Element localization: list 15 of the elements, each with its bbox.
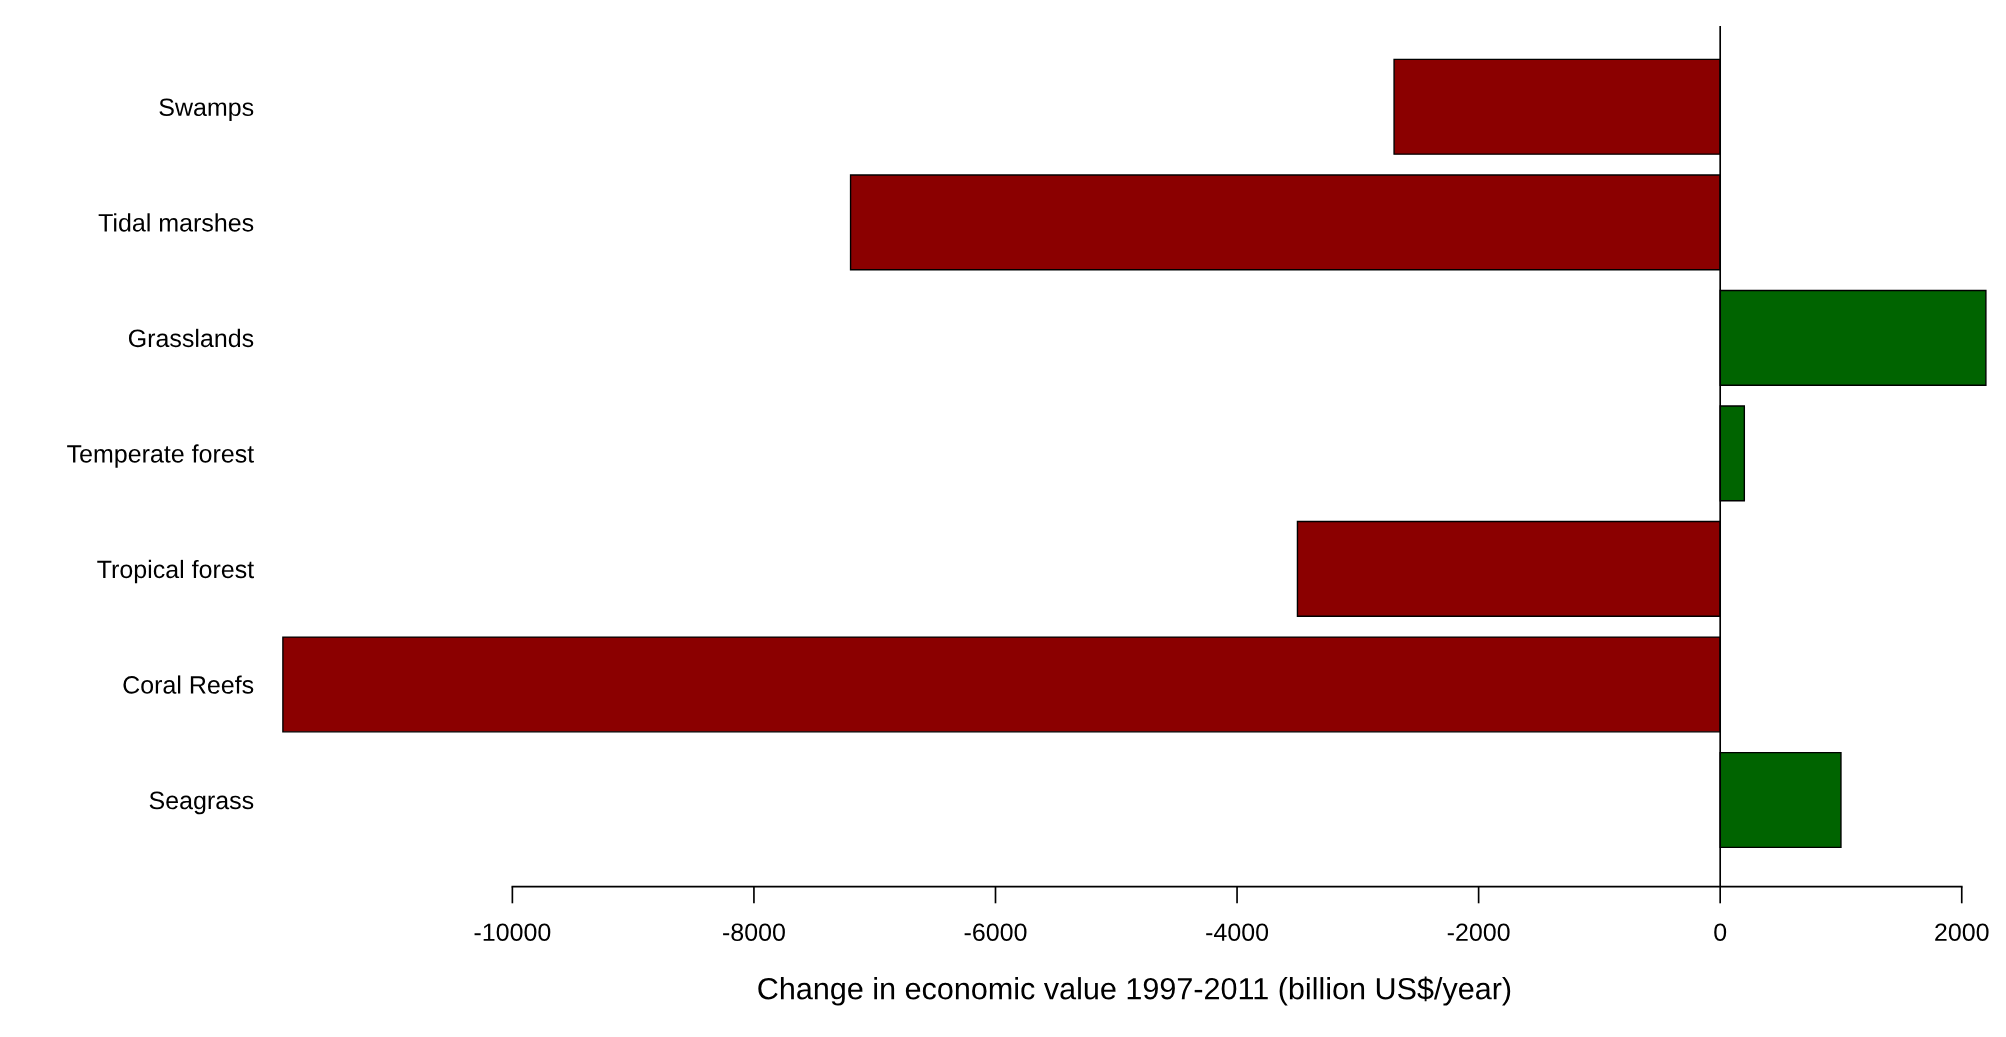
y-tick-label: Tidal marshes [98,213,254,232]
y-tick-label: Tropical forest [97,559,254,584]
x-tick-label: -10000 [474,923,551,942]
y-tick-label: Coral Reefs [123,675,254,694]
x-axis-title: Change in economic value 1997-2011 (billion US$/year) [758,976,1511,1006]
y-tick-label: Grasslands [128,328,254,348]
x-tick-label: -2000 [1447,923,1510,942]
y-tick-label: Swamps [159,98,254,122]
x-tick-label: -8000 [723,923,785,942]
y-tick-label: Seagrass [149,791,254,815]
x-tick-label: 2000 [1935,923,1989,942]
x-tick-label: -6000 [964,923,1027,942]
x-tick-label: 0 [1714,923,1727,942]
x-tick-label: -4000 [1206,923,1269,942]
y-tick-label: Temperate forest [67,444,254,468]
